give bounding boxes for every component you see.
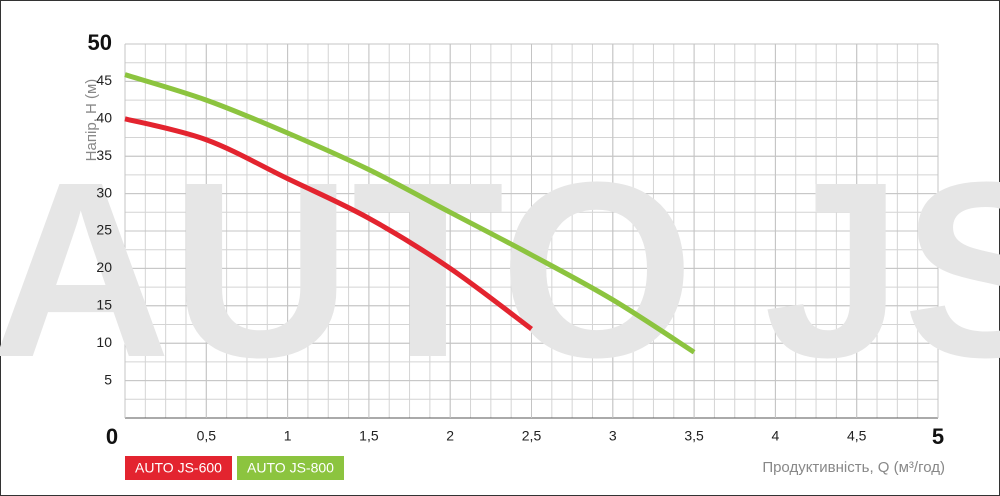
y-tick-label: 35 <box>96 147 112 163</box>
y-tick-label: 5 <box>104 371 112 387</box>
x-tick-label: 0,5 <box>197 428 217 444</box>
legend-label: AUTO JS-800 <box>247 460 334 476</box>
plot <box>124 72 696 355</box>
y-tick-label: 20 <box>96 259 112 275</box>
y-tick-label: 45 <box>96 72 112 88</box>
x-tick-label: 3 <box>609 428 617 444</box>
x-tick-label: 2 <box>446 428 454 444</box>
x-tick-label: 1,5 <box>359 428 379 444</box>
x-tick-label: 5 <box>932 424 944 449</box>
y-tick-label: 40 <box>96 110 112 126</box>
watermark: AUTO JS <box>0 130 1000 409</box>
y-tick-label: 50 <box>88 30 112 55</box>
x-tick-label: 2,5 <box>522 428 542 444</box>
y-tick-label: 15 <box>96 297 112 313</box>
x-tick-label: 4,5 <box>847 428 867 444</box>
y-tick-label: 10 <box>96 334 112 350</box>
series-line <box>124 72 696 355</box>
x-tick-label: 4 <box>772 428 780 444</box>
x-tick-label: 0 <box>106 424 118 449</box>
x-tick-label: 3,5 <box>684 428 704 444</box>
x-tick-label: 1 <box>284 428 292 444</box>
legend-label: AUTO JS-600 <box>135 460 222 476</box>
y-tick-label: 25 <box>96 222 112 238</box>
y-tick-label: 30 <box>96 184 112 200</box>
series-line <box>124 116 533 331</box>
y-axis-label: Напір, Н (м) <box>83 79 100 162</box>
legend-swatch <box>125 456 232 480</box>
legend-swatch <box>237 456 344 480</box>
x-axis-label: Продуктивність, Q (м³/год) <box>762 459 945 476</box>
